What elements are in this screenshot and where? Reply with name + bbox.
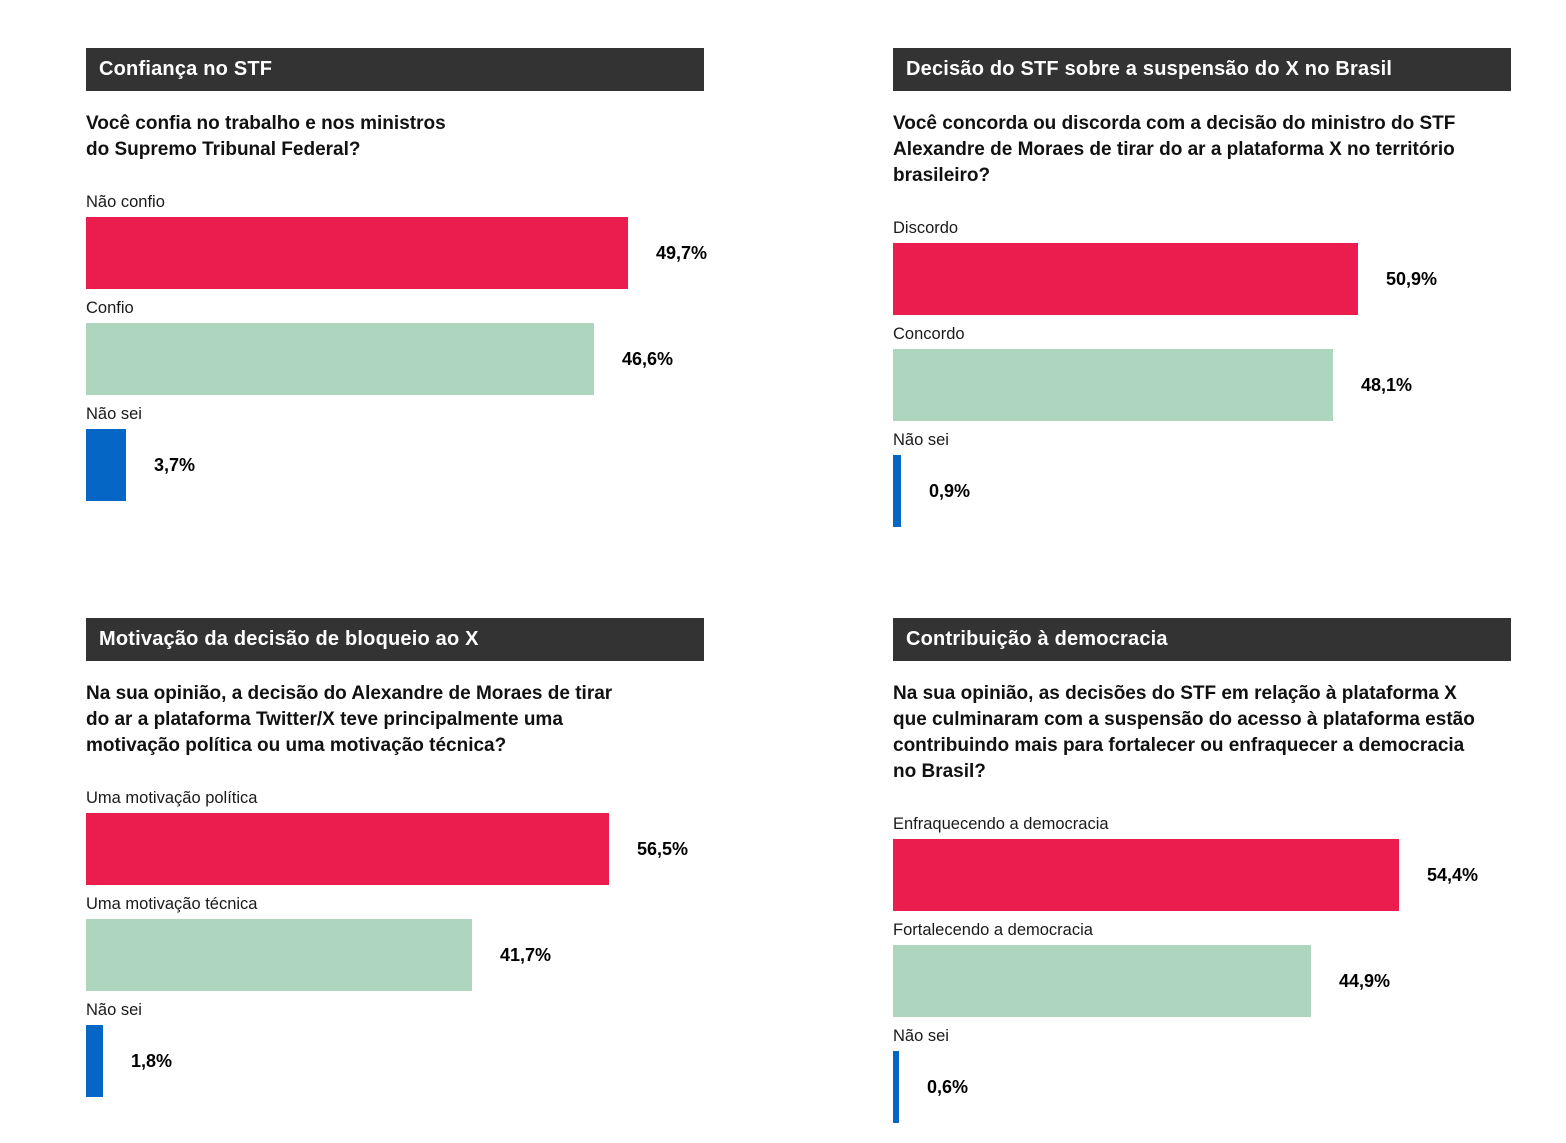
bar-nao-sei	[893, 1051, 899, 1123]
bar-label: Uma motivação política	[86, 789, 258, 807]
bar-label: Confio	[86, 299, 134, 317]
bar-row: Uma motivação técnica 41,7%	[86, 895, 704, 991]
bar-row: Não sei 0,6%	[893, 1027, 1511, 1123]
chart-title-bar: Decisão do STF sobre a suspensão do X no…	[893, 48, 1511, 91]
bar-line: 44,9%	[893, 945, 1511, 1017]
bar-label: Não sei	[893, 431, 949, 449]
bar-line: 56,5%	[86, 813, 704, 885]
bar-row: Uma motivação política 56,5%	[86, 789, 704, 885]
bar-enfraquecendo-democracia	[893, 839, 1399, 911]
bar-label: Não sei	[893, 1027, 949, 1045]
bar-line: 41,7%	[86, 919, 704, 991]
bar-row: Confio 46,6%	[86, 299, 704, 395]
bar-line: 0,9%	[893, 455, 1511, 527]
bar-value: 50,9%	[1386, 268, 1438, 289]
bar-value: 3,7%	[154, 454, 196, 475]
bar-fortalecendo-democracia	[893, 945, 1311, 1017]
bar-nao-sei	[893, 455, 901, 527]
bar-label: Discordo	[893, 219, 959, 237]
bar-line: 3,7%	[86, 429, 704, 501]
bar-motivacao-tecnica	[86, 919, 472, 991]
bar-line: 49,7%	[86, 217, 708, 289]
bar-value: 56,5%	[637, 838, 689, 859]
bar-value: 54,4%	[1427, 864, 1479, 885]
bar-label: Fortalecendo a democracia	[893, 921, 1093, 939]
chart-motivacao-bloqueio-x: Motivação da decisão de bloqueio ao X Na…	[86, 618, 704, 1107]
bar-label: Concordo	[893, 325, 965, 343]
chart-title: Motivação da decisão de bloqueio ao X	[99, 628, 479, 650]
chart-question: Na sua opinião, as decisões do STF em re…	[893, 683, 1475, 782]
bar-value: 46,6%	[622, 348, 674, 369]
bar-value: 44,9%	[1339, 970, 1391, 991]
bar-discordo	[893, 243, 1358, 315]
chart-title-bar: Confiança no STF	[86, 48, 704, 91]
chart-confianca-no-stf: Confiança no STF Você confia no trabalho…	[86, 48, 708, 511]
bar-row: Não sei 3,7%	[86, 405, 704, 501]
bar-group: Não confio 49,7% Confio 46,6% Não sei 3,…	[86, 193, 708, 501]
bar-line: 50,9%	[893, 243, 1511, 315]
chart-contribuicao-democracia: Contribuição à democracia Na sua opinião…	[893, 618, 1511, 1133]
bar-value: 41,7%	[500, 944, 552, 965]
chart-decisao-stf-suspensao-x: Decisão do STF sobre a suspensão do X no…	[893, 48, 1511, 537]
bar-line: 0,6%	[893, 1051, 1511, 1123]
bar-value: 0,9%	[929, 480, 971, 501]
bar-nao-confio	[86, 217, 628, 289]
bar-label: Enfraquecendo a democracia	[893, 815, 1109, 833]
bar-label: Não confio	[86, 193, 165, 211]
chart-title: Contribuição à democracia	[906, 628, 1168, 650]
bar-row: Enfraquecendo a democracia 54,4%	[893, 815, 1511, 911]
bar-row: Não sei 1,8%	[86, 1001, 704, 1097]
chart-title: Confiança no STF	[99, 58, 273, 80]
chart-title-bar: Motivação da decisão de bloqueio ao X	[86, 618, 704, 661]
bar-value: 0,6%	[927, 1076, 969, 1097]
bar-value: 48,1%	[1361, 374, 1413, 395]
bar-line: 46,6%	[86, 323, 704, 395]
bar-line: 1,8%	[86, 1025, 704, 1097]
bar-row: Não sei 0,9%	[893, 431, 1511, 527]
chart-title-bar: Contribuição à democracia	[893, 618, 1511, 661]
chart-question: Na sua opinião, a decisão do Alexandre d…	[86, 683, 613, 756]
chart-title: Decisão do STF sobre a suspensão do X no…	[906, 58, 1393, 80]
bar-group: Uma motivação política 56,5% Uma motivaç…	[86, 789, 704, 1097]
bar-nao-sei	[86, 429, 126, 501]
bar-line: 48,1%	[893, 349, 1511, 421]
bar-group: Discordo 50,9% Concordo 48,1% Não sei 0,…	[893, 219, 1511, 527]
bar-confio	[86, 323, 594, 395]
bar-group: Enfraquecendo a democracia 54,4% Fortale…	[893, 815, 1511, 1123]
chart-question: Você confia no trabalho e nos ministros …	[86, 113, 446, 160]
chart-question: Você concorda ou discorda com a decisão …	[893, 113, 1456, 186]
bar-label: Não sei	[86, 1001, 142, 1019]
bar-nao-sei	[86, 1025, 103, 1097]
bar-line: 54,4%	[893, 839, 1511, 911]
bar-label: Não sei	[86, 405, 142, 423]
bar-value: 1,8%	[131, 1050, 173, 1071]
bar-row: Não confio 49,7%	[86, 193, 708, 289]
bar-row: Concordo 48,1%	[893, 325, 1511, 421]
bar-concordo	[893, 349, 1333, 421]
bar-row: Discordo 50,9%	[893, 219, 1511, 315]
bar-value: 49,7%	[656, 242, 708, 263]
bar-row: Fortalecendo a democracia 44,9%	[893, 921, 1511, 1017]
bar-label: Uma motivação técnica	[86, 895, 258, 913]
bar-motivacao-politica	[86, 813, 609, 885]
